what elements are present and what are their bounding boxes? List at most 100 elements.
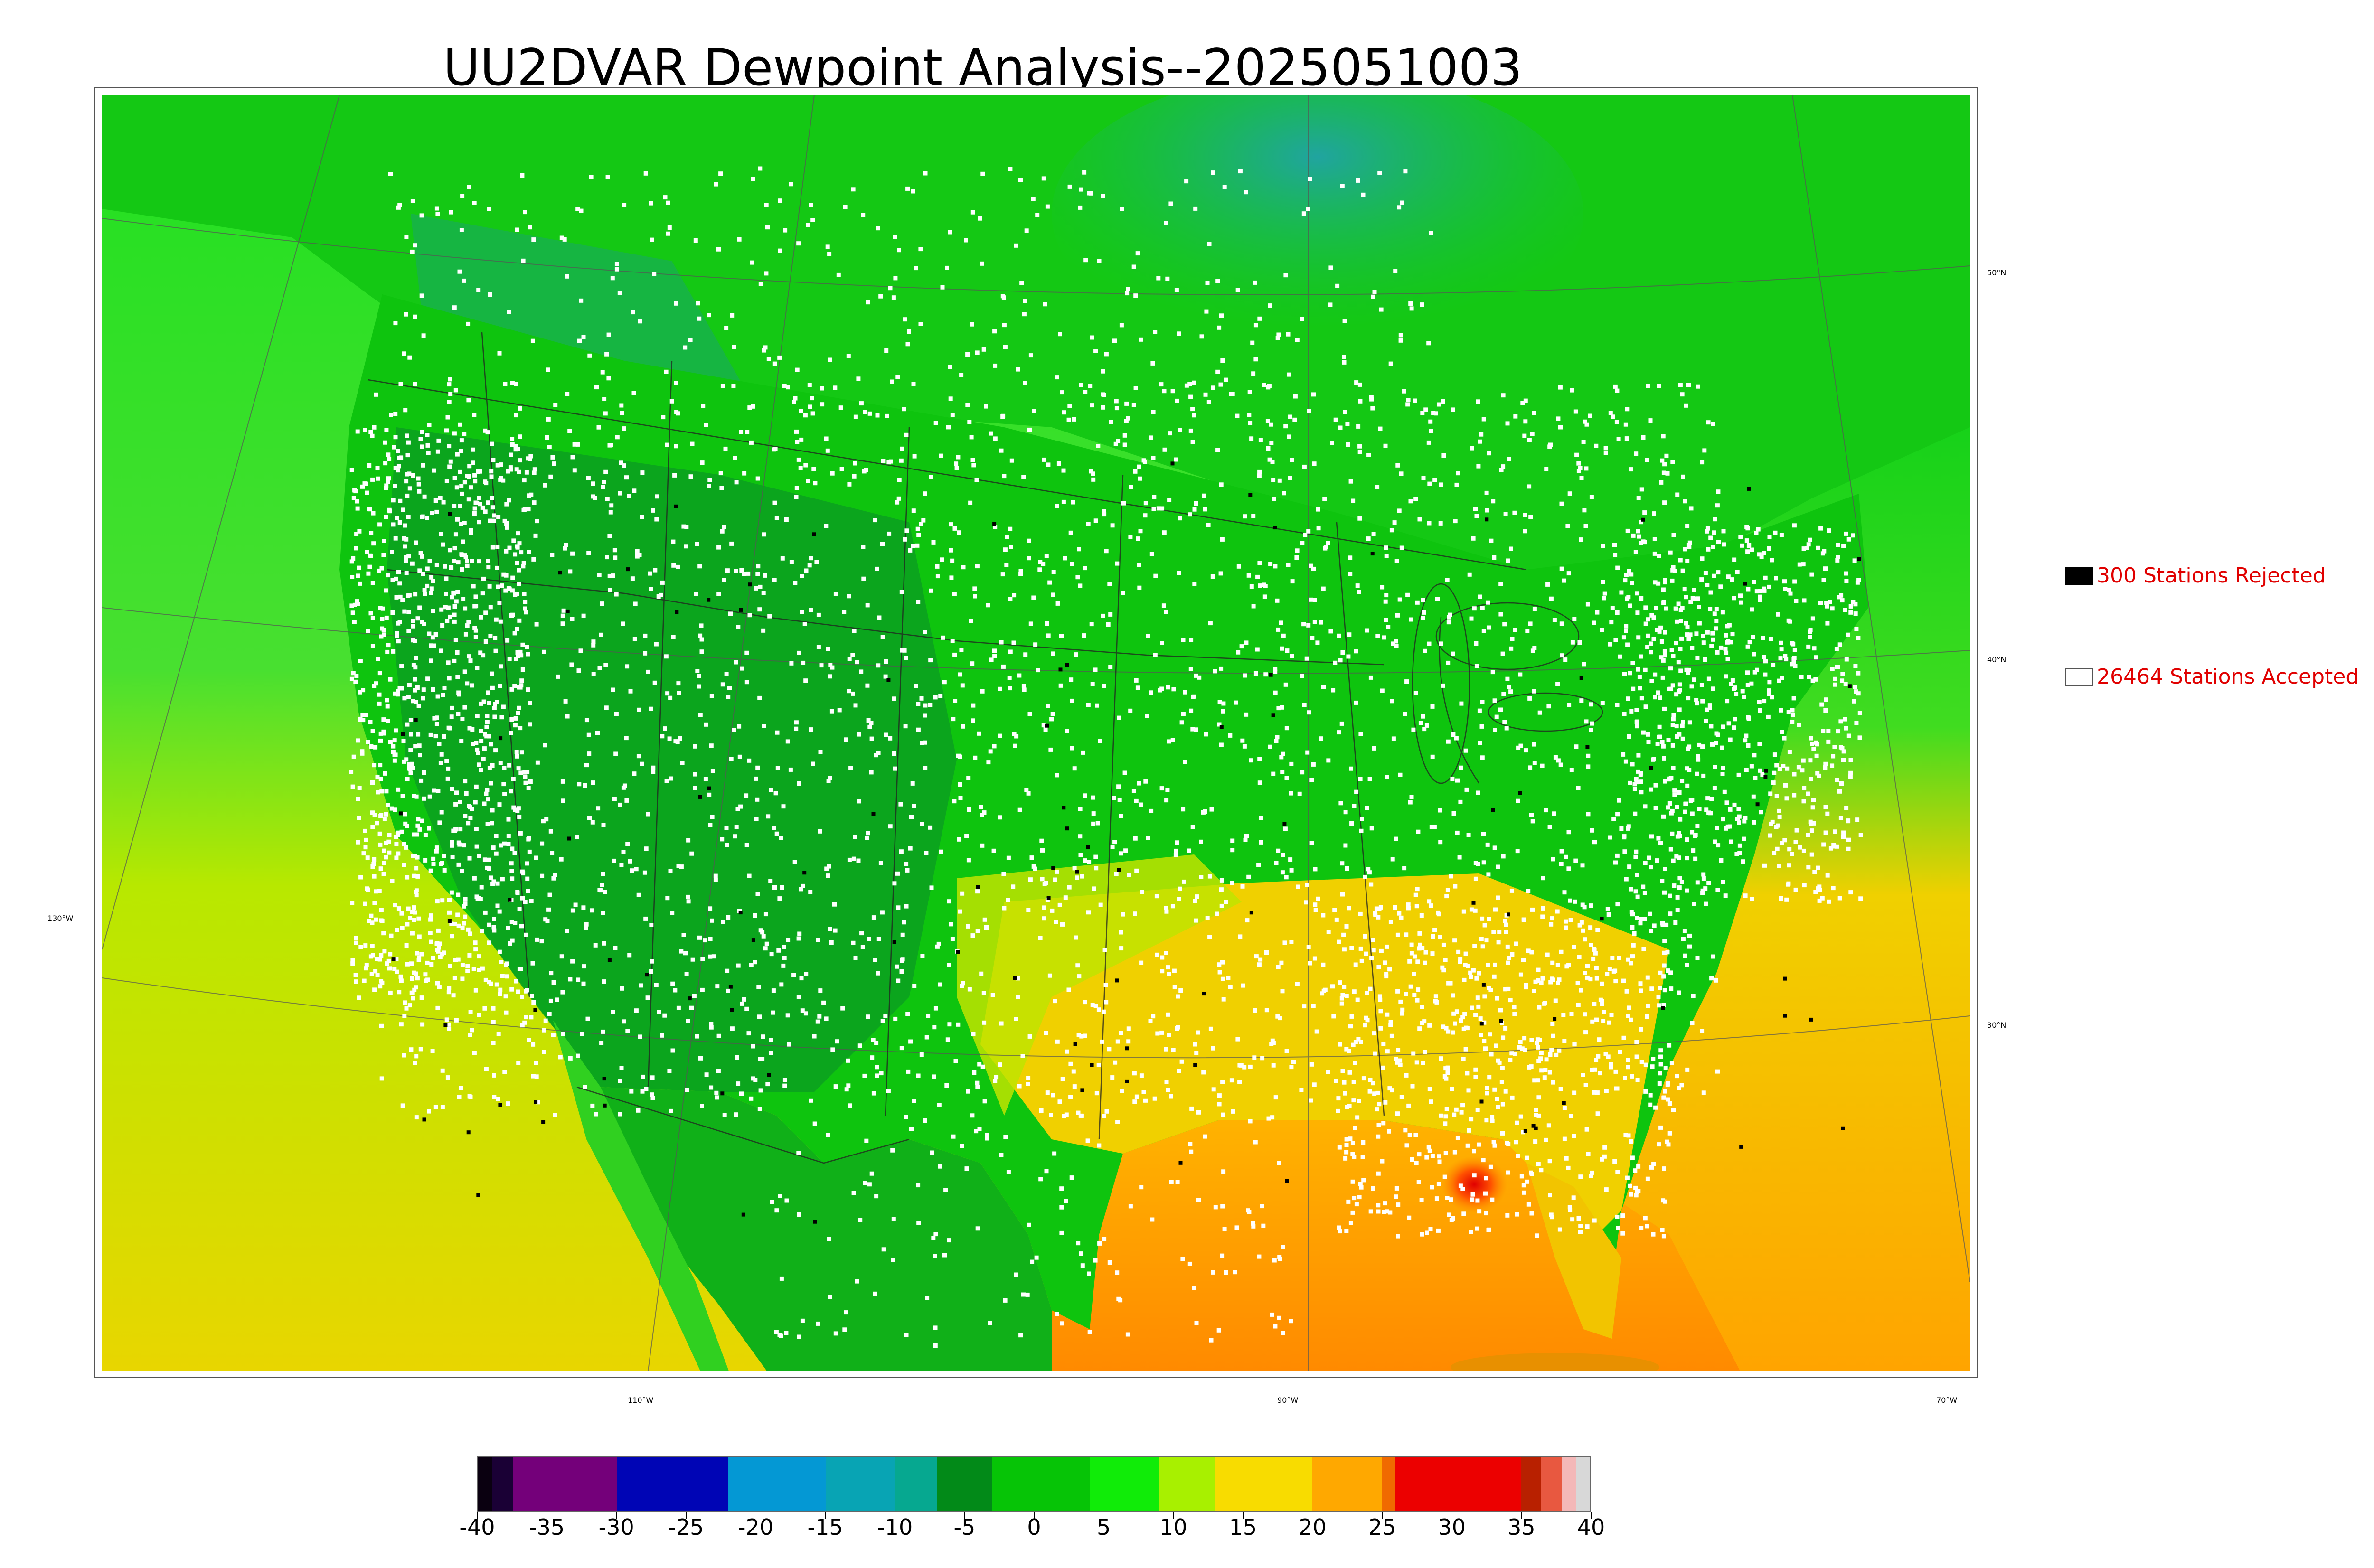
station-marker-accepted <box>494 982 499 987</box>
station-marker-accepted <box>1110 523 1115 528</box>
station-marker-rejected <box>1579 676 1583 680</box>
station-marker-accepted <box>1280 646 1284 651</box>
station-marker-accepted <box>1745 526 1750 531</box>
station-marker-accepted <box>476 751 480 755</box>
colorbar-tick-label: 20 <box>1299 1514 1327 1540</box>
station-marker-accepted <box>1338 801 1343 806</box>
station-marker-accepted <box>1536 1078 1540 1083</box>
station-marker-accepted <box>1192 582 1197 586</box>
station-marker-accepted <box>1411 1051 1416 1056</box>
station-marker-accepted <box>747 405 752 410</box>
station-marker-accepted <box>1427 481 1432 486</box>
station-marker-accepted <box>1168 201 1173 206</box>
station-marker-accepted <box>789 661 794 666</box>
station-marker-accepted <box>1572 1042 1577 1047</box>
station-marker-accepted <box>1776 823 1780 828</box>
station-marker-rejected <box>1747 487 1751 491</box>
station-marker-accepted <box>951 1134 956 1139</box>
station-marker-accepted <box>1848 604 1853 609</box>
station-marker-accepted <box>457 692 461 697</box>
station-marker-accepted <box>961 981 965 986</box>
station-marker-accepted <box>675 740 680 744</box>
station-marker-accepted <box>1626 826 1630 831</box>
station-marker-accepted <box>1542 1075 1547 1080</box>
station-marker-accepted <box>1705 526 1710 531</box>
station-marker-accepted <box>1728 807 1733 812</box>
station-marker-accepted <box>1377 907 1382 911</box>
station-marker-accepted <box>1205 916 1210 920</box>
station-marker-accepted <box>650 1096 655 1100</box>
station-marker-accepted <box>1818 526 1823 531</box>
station-marker-accepted <box>1138 529 1143 534</box>
station-marker-accepted <box>1194 501 1198 506</box>
station-marker-accepted <box>630 868 634 873</box>
station-marker-accepted <box>1404 679 1409 684</box>
station-marker-accepted <box>1018 572 1023 576</box>
station-marker-accepted <box>709 1025 714 1030</box>
station-marker-accepted <box>707 313 711 318</box>
station-marker-accepted <box>509 789 513 794</box>
station-marker-accepted <box>1664 922 1669 927</box>
station-marker-accepted <box>1133 293 1138 298</box>
station-marker-accepted <box>1471 968 1476 973</box>
station-marker-accepted <box>1562 1106 1567 1110</box>
station-marker-accepted <box>1670 743 1675 748</box>
station-marker-accepted <box>857 732 861 737</box>
station-marker-accepted <box>1343 410 1347 414</box>
station-marker-accepted <box>1152 495 1157 499</box>
station-marker-accepted <box>1762 863 1767 868</box>
station-marker-accepted <box>492 1095 497 1099</box>
station-marker-accepted <box>1730 632 1735 637</box>
station-marker-accepted <box>1399 545 1404 550</box>
station-marker-accepted <box>1823 830 1828 835</box>
station-marker-accepted <box>511 805 516 810</box>
station-marker-accepted <box>429 586 434 591</box>
station-marker-accepted <box>396 906 401 911</box>
station-marker-accepted <box>421 572 425 576</box>
station-marker-accepted <box>1685 632 1689 637</box>
station-marker-accepted <box>847 482 852 487</box>
station-marker-accepted <box>1300 770 1305 775</box>
station-marker-accepted <box>1187 848 1191 853</box>
station-marker-accepted <box>1149 552 1154 556</box>
station-marker-accepted <box>1602 1145 1607 1150</box>
station-marker-accepted <box>1649 650 1653 655</box>
station-marker-accepted <box>364 713 368 717</box>
station-marker-accepted <box>1139 960 1144 965</box>
station-marker-accepted <box>454 485 459 490</box>
station-marker-accepted <box>1615 812 1620 817</box>
station-marker-accepted <box>1711 637 1715 642</box>
station-marker-accepted <box>1398 772 1403 777</box>
station-marker-accepted <box>1668 893 1672 898</box>
station-marker-accepted <box>1453 1021 1457 1026</box>
station-marker-accepted <box>1841 544 1846 548</box>
station-marker-accepted <box>1478 594 1482 599</box>
station-marker-accepted <box>1365 806 1369 810</box>
station-marker-accepted <box>1447 1212 1451 1217</box>
station-marker-accepted <box>690 441 695 446</box>
station-marker-accepted <box>627 494 631 498</box>
station-marker-accepted <box>1700 888 1705 893</box>
station-marker-accepted <box>1371 532 1376 536</box>
station-marker-accepted <box>816 612 821 617</box>
station-marker-accepted <box>411 699 415 704</box>
station-marker-accepted <box>1474 641 1479 646</box>
station-marker-accepted <box>518 770 523 775</box>
station-marker-accepted <box>699 649 704 654</box>
station-marker-accepted <box>1079 1034 1084 1039</box>
station-marker-accepted <box>1064 1199 1068 1203</box>
station-marker-accepted <box>1354 700 1358 705</box>
station-marker-rejected <box>498 1103 502 1107</box>
station-marker-accepted <box>462 843 466 848</box>
station-marker-accepted <box>534 1061 538 1065</box>
station-marker-rejected <box>892 940 896 944</box>
station-marker-accepted <box>386 803 390 807</box>
station-marker-accepted <box>587 816 592 820</box>
station-marker-accepted <box>1398 999 1403 1004</box>
station-marker-accepted <box>1473 861 1478 865</box>
station-marker-accepted <box>434 722 439 726</box>
station-marker-accepted <box>1321 913 1326 918</box>
station-marker-accepted <box>1664 453 1669 458</box>
station-marker-accepted <box>572 468 577 473</box>
station-marker-accepted <box>1174 848 1178 853</box>
